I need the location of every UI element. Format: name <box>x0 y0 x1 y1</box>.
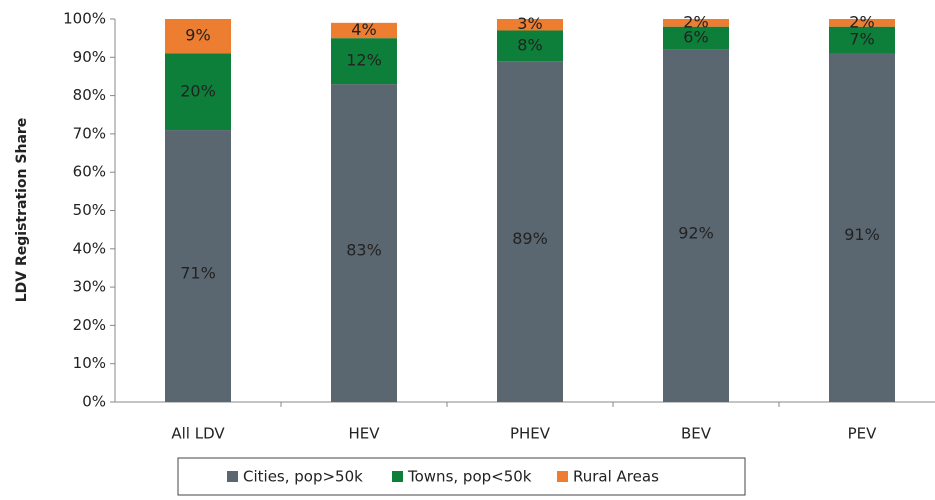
y-tick-label: 50% <box>73 201 106 219</box>
legend-swatch <box>392 471 403 482</box>
x-tick-label: All LDV <box>171 425 225 443</box>
data-label: 12% <box>346 51 382 70</box>
data-label: 3% <box>517 14 542 33</box>
legend-label: Cities, pop>50k <box>243 468 363 486</box>
y-tick-label: 20% <box>73 316 106 334</box>
legend-swatch <box>557 471 568 482</box>
bar-segment <box>497 19 563 31</box>
y-tick-label: 100% <box>63 10 106 28</box>
y-tick-label: 60% <box>73 163 106 181</box>
bar-segment <box>663 49 729 402</box>
y-tick-label: 40% <box>73 239 106 257</box>
data-label: 8% <box>517 35 542 54</box>
y-tick-label: 90% <box>73 48 106 66</box>
data-label: 71% <box>180 264 216 283</box>
data-label: 92% <box>678 223 714 242</box>
data-label: 2% <box>849 12 874 31</box>
bar-segment <box>331 22 397 39</box>
bar-segment <box>497 30 563 62</box>
x-tick-label: BEV <box>681 425 712 443</box>
bar-segment <box>331 84 397 403</box>
bar-segment <box>829 19 895 27</box>
bar-segment <box>829 53 895 402</box>
bar-segment <box>165 130 231 402</box>
data-label: 2% <box>683 12 708 31</box>
legend-label: Towns, pop<50k <box>407 468 532 486</box>
bar-segment <box>497 61 563 402</box>
x-tick-label: HEV <box>348 425 380 443</box>
y-tick-label: 30% <box>73 278 106 296</box>
y-tick-label: 70% <box>73 124 106 142</box>
y-tick-label: 10% <box>73 354 106 372</box>
data-label: 9% <box>185 26 210 45</box>
bar-segment <box>331 38 397 85</box>
bar-segment <box>165 19 231 54</box>
legend-box <box>177 457 746 496</box>
x-tick-label: PEV <box>848 425 878 443</box>
data-label: 7% <box>849 30 874 49</box>
bar-segment <box>165 53 231 131</box>
legend-swatch <box>227 471 238 482</box>
bar-segment <box>663 19 729 27</box>
data-label: 4% <box>351 20 376 39</box>
y-tick-label: 80% <box>73 86 106 104</box>
y-axis-label: LDV Registration Share <box>14 118 30 303</box>
data-label: 89% <box>512 229 548 248</box>
data-label: 91% <box>844 225 880 244</box>
y-tick-label: 0% <box>82 393 106 411</box>
data-label: 6% <box>683 28 708 47</box>
x-tick-label: PHEV <box>510 425 551 443</box>
bar-segment <box>829 26 895 54</box>
legend-label: Rural Areas <box>573 468 659 486</box>
data-label: 20% <box>180 81 216 100</box>
data-label: 83% <box>346 241 382 260</box>
bar-segment <box>663 26 729 50</box>
